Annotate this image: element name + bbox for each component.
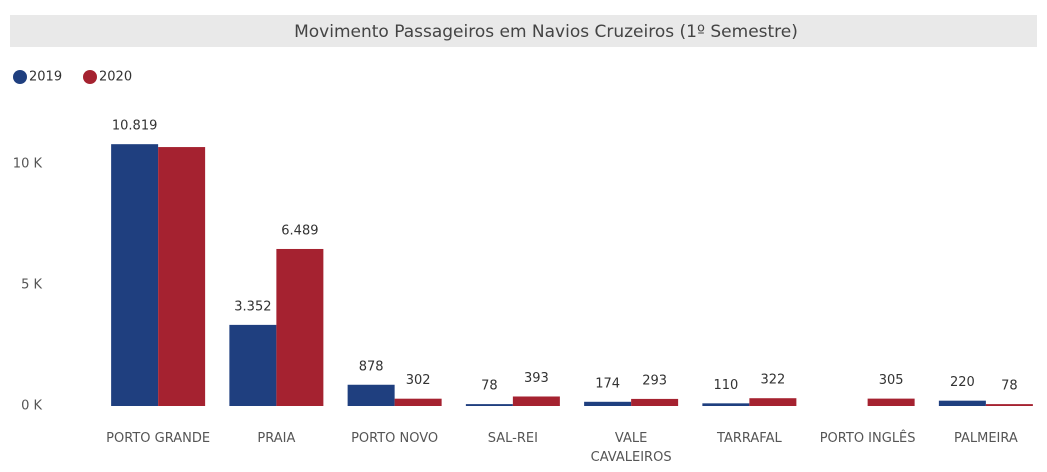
legend-marker <box>13 70 27 84</box>
data-label: 293 <box>642 373 667 388</box>
bar <box>985 404 1033 406</box>
data-label: 220 <box>950 375 975 390</box>
bar <box>631 398 679 406</box>
data-label: 305 <box>879 373 904 388</box>
x-tick-label: TARRAFAL <box>717 431 782 446</box>
data-label: 322 <box>760 373 785 388</box>
bar <box>347 384 395 406</box>
bar <box>867 398 915 406</box>
bar <box>584 401 632 406</box>
bar <box>111 144 159 406</box>
legend-label: 2019 <box>29 70 62 85</box>
data-label: 174 <box>595 376 620 391</box>
y-tick-label: 5 K <box>21 278 42 293</box>
bar <box>702 403 750 406</box>
data-label: 6.489 <box>281 223 318 238</box>
data-label: 393 <box>524 371 549 386</box>
x-tick-label: PORTO NOVO <box>351 431 439 446</box>
title-bar <box>10 15 1037 47</box>
chart-title: Movimento Passageiros em Navios Cruzeiro… <box>294 22 798 42</box>
data-label: 110 <box>713 378 738 393</box>
bar <box>749 398 797 406</box>
data-label: 10.819 <box>112 119 158 134</box>
x-tick-label: PORTO GRANDE <box>106 431 211 446</box>
bar <box>938 400 986 406</box>
legend-marker <box>83 70 97 84</box>
data-label: 302 <box>406 373 431 388</box>
x-tick-label: VALE CAVALEIROS <box>590 431 672 465</box>
bar <box>276 248 324 406</box>
bar <box>394 398 442 406</box>
x-tick-label: PRAIA <box>257 431 296 446</box>
y-tick-label: 10 K <box>13 157 43 172</box>
bar <box>465 404 513 406</box>
data-label: 78 <box>481 379 498 394</box>
legend-label: 2020 <box>99 70 132 85</box>
x-tick-label: PALMEIRA <box>953 431 1018 446</box>
bar <box>512 396 560 406</box>
x-tick-label: PORTO INGLÊS <box>819 431 916 446</box>
data-label: 878 <box>359 359 384 374</box>
data-label: 78 <box>1001 379 1018 394</box>
data-label: 3.352 <box>234 299 271 314</box>
bar <box>229 324 277 406</box>
y-tick-label: 0 K <box>21 399 42 414</box>
bar <box>158 147 206 406</box>
x-tick-label: SAL-REI <box>487 431 538 446</box>
